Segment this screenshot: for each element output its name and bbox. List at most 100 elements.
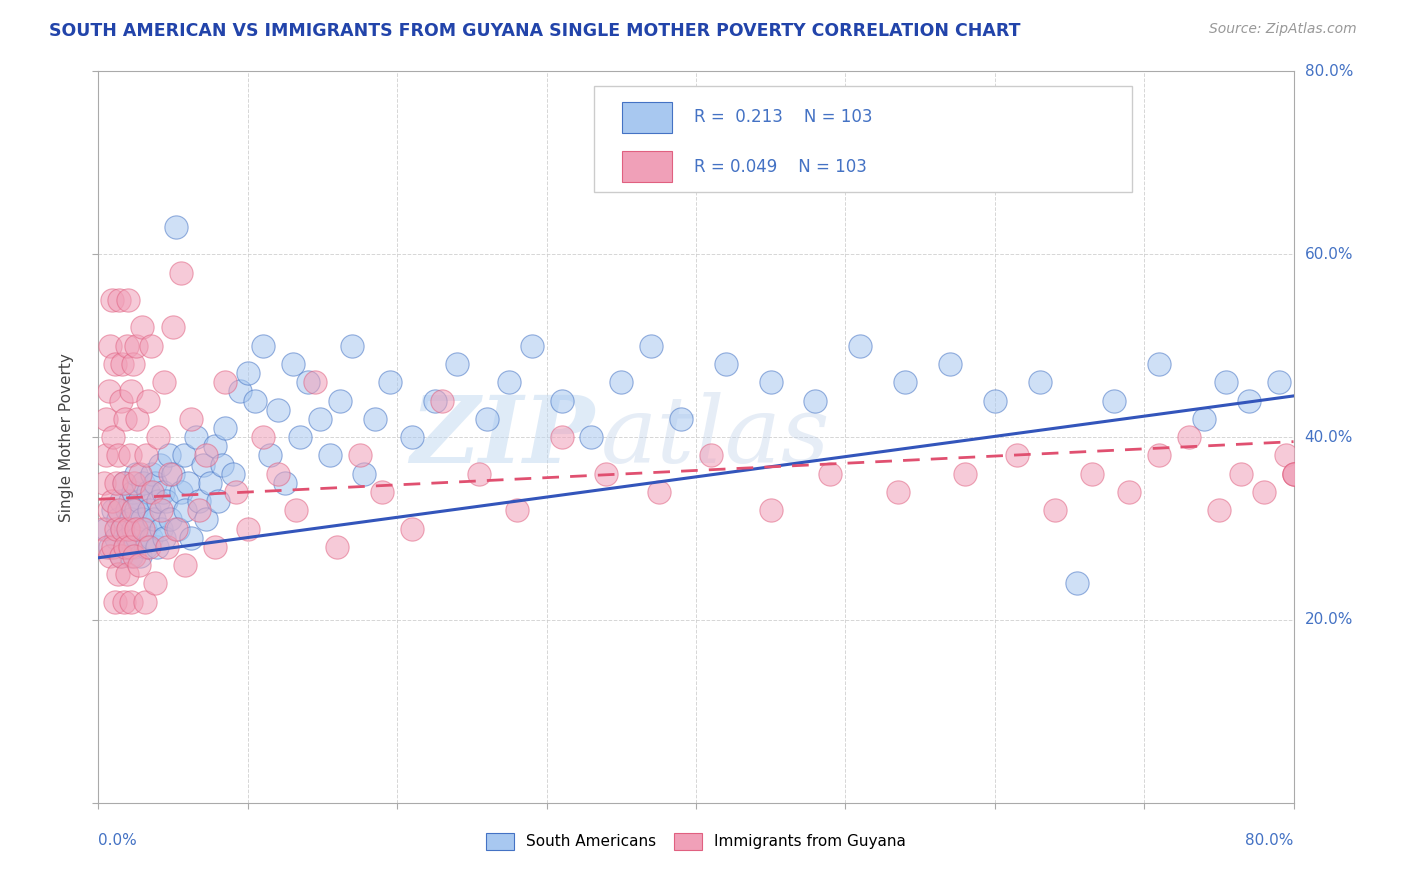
Point: [520, 338, 543, 352]
Point: [120, 512, 142, 526]
Point: [1237, 393, 1260, 408]
Point: [125, 503, 148, 517]
Point: [195, 448, 218, 462]
Point: [165, 219, 187, 234]
Text: 20.0%: 20.0%: [1305, 613, 1353, 627]
Point: [225, 485, 247, 500]
Point: [214, 375, 236, 389]
Point: [180, 531, 202, 545]
Point: [187, 494, 209, 508]
Point: [124, 549, 146, 563]
Point: [1215, 375, 1237, 389]
Point: [252, 338, 274, 352]
Point: [143, 475, 166, 490]
Point: [118, 540, 141, 554]
Point: [281, 357, 304, 371]
Point: [114, 540, 136, 554]
Point: [155, 494, 177, 508]
Point: [886, 485, 908, 500]
Point: [1275, 448, 1298, 462]
Point: [252, 430, 274, 444]
Point: [125, 521, 148, 535]
Point: [115, 567, 138, 582]
Point: [259, 448, 281, 462]
Text: 80.0%: 80.0%: [1305, 64, 1353, 78]
Point: [108, 293, 131, 307]
Point: [138, 540, 160, 554]
Point: [326, 540, 349, 554]
Text: 80.0%: 80.0%: [1246, 833, 1294, 848]
Point: [177, 475, 200, 490]
Point: [319, 448, 342, 462]
Text: ZIP: ZIP: [411, 392, 595, 482]
Point: [245, 393, 267, 408]
Point: [132, 475, 155, 490]
Point: [118, 448, 141, 462]
Point: [174, 558, 197, 573]
Point: [131, 512, 153, 526]
Point: [211, 458, 233, 472]
Point: [132, 521, 155, 535]
Point: [468, 467, 491, 481]
Point: [1147, 448, 1170, 462]
Point: [191, 458, 214, 472]
Point: [159, 512, 181, 526]
Point: [162, 467, 184, 481]
Point: [1208, 503, 1230, 517]
Point: [105, 521, 128, 535]
Text: 40.0%: 40.0%: [1305, 430, 1353, 444]
Point: [115, 338, 138, 352]
Point: [121, 503, 143, 517]
Point: [759, 503, 782, 517]
Point: [156, 540, 179, 554]
Point: [820, 467, 842, 481]
Point: [550, 393, 572, 408]
Point: [1282, 467, 1305, 481]
Point: [173, 448, 195, 462]
Text: R = 0.049    N = 103: R = 0.049 N = 103: [693, 158, 866, 176]
Point: [180, 412, 202, 426]
Point: [104, 357, 127, 371]
Point: [148, 494, 170, 508]
Point: [371, 485, 394, 500]
Point: [96, 540, 118, 554]
Point: [284, 503, 307, 517]
Point: [97, 384, 120, 399]
Point: [124, 540, 146, 554]
Point: [124, 475, 146, 490]
Point: [107, 448, 129, 462]
Point: [894, 375, 917, 389]
Point: [1282, 467, 1305, 481]
Point: [353, 467, 375, 481]
Bar: [621, 152, 672, 182]
Point: [117, 531, 139, 545]
Point: [162, 320, 184, 334]
Point: [128, 558, 150, 573]
Point: [115, 503, 138, 517]
Point: [136, 485, 159, 500]
Point: [195, 512, 218, 526]
Point: [127, 531, 149, 545]
Point: [1178, 430, 1201, 444]
Point: [304, 375, 326, 389]
Point: [131, 320, 153, 334]
Point: [207, 494, 229, 508]
Point: [150, 503, 173, 517]
Point: [953, 467, 976, 481]
Point: [1043, 503, 1066, 517]
Point: [148, 430, 170, 444]
Point: [595, 467, 617, 481]
Point: [98, 338, 122, 352]
Point: [401, 430, 423, 444]
Point: [423, 393, 446, 408]
Point: [112, 475, 135, 490]
Point: [804, 393, 827, 408]
Point: [111, 521, 134, 535]
Point: [118, 494, 141, 508]
Point: [135, 448, 157, 462]
Point: [98, 549, 122, 563]
Point: [308, 412, 330, 426]
Point: [506, 503, 529, 517]
Point: [1230, 467, 1253, 481]
Point: [114, 412, 136, 426]
